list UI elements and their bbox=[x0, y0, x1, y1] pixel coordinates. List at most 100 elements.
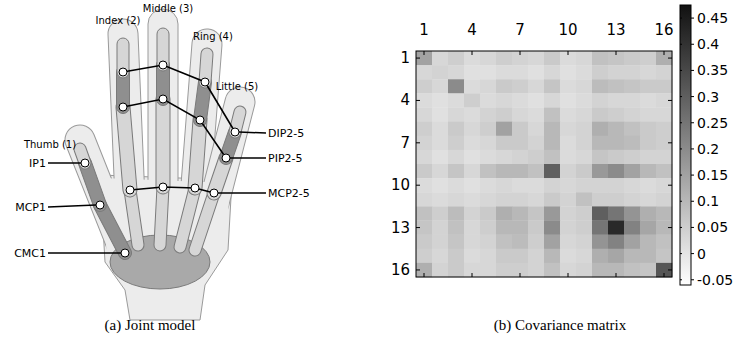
cell bbox=[560, 235, 576, 249]
cell bbox=[464, 51, 480, 65]
y-tick bbox=[668, 142, 672, 143]
cell bbox=[592, 192, 608, 206]
joint bbox=[210, 189, 218, 197]
cell bbox=[448, 122, 464, 136]
cell bbox=[576, 51, 592, 65]
cell bbox=[608, 178, 624, 192]
distal-phalanx bbox=[117, 38, 129, 78]
cell bbox=[576, 164, 592, 178]
cell bbox=[528, 192, 544, 206]
cell bbox=[512, 164, 528, 178]
colorbar-tick bbox=[680, 18, 682, 19]
colorbar-label: 0.35 bbox=[697, 62, 728, 78]
finger-label: Thumb (1) bbox=[23, 139, 76, 150]
cell bbox=[512, 178, 528, 192]
colorbar-label: 0.45 bbox=[697, 10, 728, 26]
cell bbox=[464, 136, 480, 150]
cell bbox=[512, 235, 528, 249]
colorbar-tick bbox=[691, 148, 694, 149]
cell bbox=[448, 79, 464, 93]
y-tick bbox=[668, 100, 672, 101]
cell bbox=[640, 93, 656, 107]
y-tick bbox=[668, 185, 672, 186]
colorbar-label: 0.05 bbox=[697, 219, 728, 235]
joint-model: Thumb (1)Index (2)Middle (3)Ring (4)Litt… bbox=[14, 3, 310, 334]
cell bbox=[624, 122, 640, 136]
y-tick bbox=[416, 142, 420, 143]
cell bbox=[640, 221, 656, 235]
cell bbox=[576, 122, 592, 136]
cell bbox=[480, 65, 496, 79]
cell bbox=[656, 51, 672, 65]
cell bbox=[544, 93, 560, 107]
cell bbox=[544, 122, 560, 136]
cell bbox=[544, 235, 560, 249]
colorbar-tick bbox=[691, 279, 694, 280]
distal-phalanx bbox=[117, 38, 129, 78]
cell bbox=[480, 93, 496, 107]
joint bbox=[81, 159, 89, 167]
cell bbox=[480, 164, 496, 178]
cell bbox=[624, 51, 640, 65]
thumb-metacarpal bbox=[91, 196, 134, 262]
cell bbox=[624, 136, 640, 150]
cell bbox=[432, 93, 448, 107]
x-tick-label: 13 bbox=[606, 21, 625, 39]
cell bbox=[592, 108, 608, 122]
cell bbox=[432, 235, 448, 249]
cell bbox=[432, 206, 448, 220]
cell bbox=[480, 192, 496, 206]
cell bbox=[544, 206, 560, 220]
cell bbox=[608, 164, 624, 178]
cell bbox=[512, 136, 528, 150]
cell bbox=[592, 206, 608, 220]
colorbar-tick bbox=[691, 44, 694, 45]
cell bbox=[432, 221, 448, 235]
distal-phalanx bbox=[199, 48, 214, 89]
cell bbox=[624, 93, 640, 107]
cell bbox=[592, 79, 608, 93]
y-tick bbox=[416, 185, 420, 186]
cell bbox=[576, 93, 592, 107]
cell bbox=[624, 164, 640, 178]
finger-label: Ring (4) bbox=[193, 31, 233, 42]
cell bbox=[528, 221, 544, 235]
cell bbox=[528, 65, 544, 79]
cell bbox=[480, 150, 496, 164]
cell bbox=[576, 206, 592, 220]
cell bbox=[512, 51, 528, 65]
x-tick bbox=[424, 273, 425, 277]
cell bbox=[432, 150, 448, 164]
x-tick bbox=[616, 51, 617, 55]
cell bbox=[560, 79, 576, 93]
cell bbox=[448, 164, 464, 178]
cell bbox=[416, 221, 432, 235]
proximal-phalanx bbox=[115, 99, 137, 197]
cell bbox=[416, 79, 432, 93]
colorbar-tick bbox=[691, 253, 694, 254]
cell bbox=[464, 263, 480, 277]
cell bbox=[464, 108, 480, 122]
cell bbox=[464, 192, 480, 206]
cell bbox=[640, 263, 656, 277]
colorbar-tick bbox=[691, 201, 694, 202]
colorbar-label: -0.05 bbox=[697, 272, 733, 288]
cell bbox=[528, 206, 544, 220]
colorbar-label: 0.25 bbox=[697, 115, 728, 131]
cell bbox=[560, 122, 576, 136]
cell bbox=[656, 150, 672, 164]
cell bbox=[496, 79, 512, 93]
cell bbox=[528, 93, 544, 107]
cell bbox=[624, 65, 640, 79]
cell bbox=[480, 108, 496, 122]
leader-line bbox=[48, 162, 81, 164]
cell bbox=[576, 249, 592, 263]
cell bbox=[448, 178, 464, 192]
cell bbox=[416, 178, 432, 192]
colorbar-tick bbox=[680, 253, 682, 254]
finger-label: Middle (3) bbox=[143, 3, 193, 14]
cell bbox=[592, 93, 608, 107]
cell bbox=[544, 221, 560, 235]
cell bbox=[544, 178, 560, 192]
cell bbox=[448, 93, 464, 107]
